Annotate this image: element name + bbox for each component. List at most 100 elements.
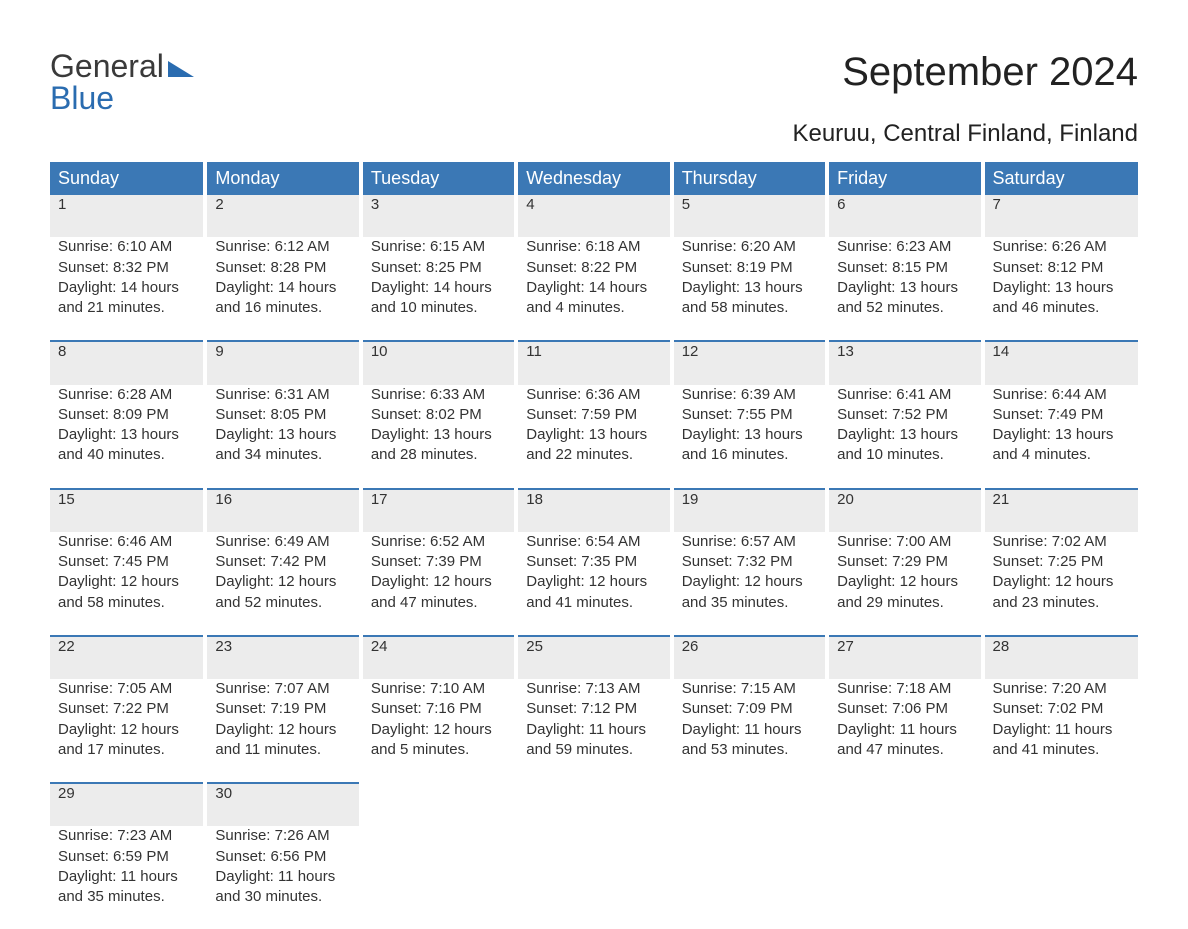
daylight-text: Daylight: 11 hours	[993, 720, 1130, 740]
sunrise-text: Sunrise: 7:18 AM	[837, 679, 972, 699]
day-number: 25	[516, 636, 671, 679]
sunset-text: Sunset: 7:02 PM	[993, 699, 1130, 719]
sunset-text: Sunset: 7:45 PM	[58, 552, 195, 572]
sunrise-text: Sunrise: 6:52 AM	[371, 532, 506, 552]
day-number	[516, 783, 671, 826]
daylight-text: and 23 minutes.	[993, 593, 1130, 613]
day-cell: Sunrise: 7:00 AMSunset: 7:29 PMDaylight:…	[827, 532, 982, 636]
sunrise-text: Sunrise: 6:57 AM	[682, 532, 817, 552]
day-number: 18	[516, 489, 671, 532]
sunset-text: Sunset: 8:19 PM	[682, 258, 817, 278]
sunrise-text: Sunrise: 6:46 AM	[58, 532, 195, 552]
daylight-text: and 4 minutes.	[993, 445, 1130, 465]
sunset-text: Sunset: 8:15 PM	[837, 258, 972, 278]
sunrise-text: Sunrise: 6:18 AM	[526, 237, 661, 257]
week-daynum-row: 891011121314	[50, 341, 1138, 384]
daylight-text: and 40 minutes.	[58, 445, 195, 465]
day-cell: Sunrise: 7:23 AMSunset: 6:59 PMDaylight:…	[50, 826, 205, 929]
day-cell: Sunrise: 7:15 AMSunset: 7:09 PMDaylight:…	[672, 679, 827, 783]
sunset-text: Sunset: 8:05 PM	[215, 405, 350, 425]
daylight-text: Daylight: 14 hours	[215, 278, 350, 298]
daylight-text: and 41 minutes.	[526, 593, 661, 613]
day-number: 20	[827, 489, 982, 532]
sunset-text: Sunset: 7:19 PM	[215, 699, 350, 719]
daylight-text: and 58 minutes.	[58, 593, 195, 613]
sunset-text: Sunset: 7:39 PM	[371, 552, 506, 572]
day-number: 7	[983, 195, 1138, 237]
day-number: 1	[50, 195, 205, 237]
day-number	[983, 783, 1138, 826]
daylight-text: and 59 minutes.	[526, 740, 661, 760]
daylight-text: and 35 minutes.	[58, 887, 195, 907]
day-number	[672, 783, 827, 826]
daylight-text: and 52 minutes.	[837, 298, 972, 318]
sunset-text: Sunset: 7:49 PM	[993, 405, 1130, 425]
day-number	[361, 783, 516, 826]
daylight-text: and 53 minutes.	[682, 740, 817, 760]
title-location: Keuruu, Central Finland, Finland	[50, 120, 1138, 148]
daylight-text: and 41 minutes.	[993, 740, 1130, 760]
brand-flag-icon	[164, 48, 196, 84]
sunset-text: Sunset: 8:25 PM	[371, 258, 506, 278]
day-cell: Sunrise: 6:44 AMSunset: 7:49 PMDaylight:…	[983, 385, 1138, 489]
day-cell: Sunrise: 6:33 AMSunset: 8:02 PMDaylight:…	[361, 385, 516, 489]
day-number: 21	[983, 489, 1138, 532]
sunrise-text: Sunrise: 6:20 AM	[682, 237, 817, 257]
weekday-header-row: Sunday Monday Tuesday Wednesday Thursday…	[50, 162, 1138, 195]
daylight-text: Daylight: 13 hours	[371, 425, 506, 445]
sunrise-text: Sunrise: 7:07 AM	[215, 679, 350, 699]
week-content-row: Sunrise: 7:23 AMSunset: 6:59 PMDaylight:…	[50, 826, 1138, 929]
col-thursday: Thursday	[672, 162, 827, 195]
sunset-text: Sunset: 8:12 PM	[993, 258, 1130, 278]
daylight-text: and 21 minutes.	[58, 298, 195, 318]
day-number: 6	[827, 195, 982, 237]
daylight-text: and 29 minutes.	[837, 593, 972, 613]
day-cell: Sunrise: 6:15 AMSunset: 8:25 PMDaylight:…	[361, 237, 516, 341]
daylight-text: Daylight: 12 hours	[58, 572, 195, 592]
sunrise-text: Sunrise: 6:49 AM	[215, 532, 350, 552]
day-cell: Sunrise: 6:31 AMSunset: 8:05 PMDaylight:…	[205, 385, 360, 489]
col-monday: Monday	[205, 162, 360, 195]
daylight-text: and 35 minutes.	[682, 593, 817, 613]
day-cell: Sunrise: 6:18 AMSunset: 8:22 PMDaylight:…	[516, 237, 671, 341]
sunset-text: Sunset: 7:12 PM	[526, 699, 661, 719]
title-month: September 2024	[842, 50, 1138, 95]
sunrise-text: Sunrise: 6:33 AM	[371, 385, 506, 405]
sunrise-text: Sunrise: 6:36 AM	[526, 385, 661, 405]
daylight-text: and 47 minutes.	[837, 740, 972, 760]
sunset-text: Sunset: 7:29 PM	[837, 552, 972, 572]
sunrise-text: Sunrise: 6:12 AM	[215, 237, 350, 257]
sunrise-text: Sunrise: 7:00 AM	[837, 532, 972, 552]
day-cell: Sunrise: 6:23 AMSunset: 8:15 PMDaylight:…	[827, 237, 982, 341]
brand-logo: General Blue	[50, 50, 196, 114]
daylight-text: Daylight: 12 hours	[371, 572, 506, 592]
daylight-text: and 10 minutes.	[371, 298, 506, 318]
daylight-text: Daylight: 11 hours	[682, 720, 817, 740]
sunrise-text: Sunrise: 6:41 AM	[837, 385, 972, 405]
sunrise-text: Sunrise: 6:10 AM	[58, 237, 195, 257]
daylight-text: and 16 minutes.	[215, 298, 350, 318]
daylight-text: and 16 minutes.	[682, 445, 817, 465]
day-number: 5	[672, 195, 827, 237]
daylight-text: and 17 minutes.	[58, 740, 195, 760]
day-cell: Sunrise: 7:26 AMSunset: 6:56 PMDaylight:…	[205, 826, 360, 929]
day-cell: Sunrise: 7:10 AMSunset: 7:16 PMDaylight:…	[361, 679, 516, 783]
day-number: 24	[361, 636, 516, 679]
brand-word2: Blue	[50, 80, 114, 116]
day-number: 11	[516, 341, 671, 384]
day-cell: Sunrise: 6:28 AMSunset: 8:09 PMDaylight:…	[50, 385, 205, 489]
sunrise-text: Sunrise: 7:23 AM	[58, 826, 195, 846]
week-daynum-row: 15161718192021	[50, 489, 1138, 532]
daylight-text: and 11 minutes.	[215, 740, 350, 760]
daylight-text: Daylight: 12 hours	[215, 720, 350, 740]
day-cell: Sunrise: 6:39 AMSunset: 7:55 PMDaylight:…	[672, 385, 827, 489]
day-number: 16	[205, 489, 360, 532]
sunrise-text: Sunrise: 7:26 AM	[215, 826, 350, 846]
sunrise-text: Sunrise: 6:31 AM	[215, 385, 350, 405]
daylight-text: and 4 minutes.	[526, 298, 661, 318]
brand-text: General Blue	[50, 50, 196, 114]
daylight-text: Daylight: 13 hours	[526, 425, 661, 445]
col-friday: Friday	[827, 162, 982, 195]
sunset-text: Sunset: 7:42 PM	[215, 552, 350, 572]
daylight-text: and 22 minutes.	[526, 445, 661, 465]
